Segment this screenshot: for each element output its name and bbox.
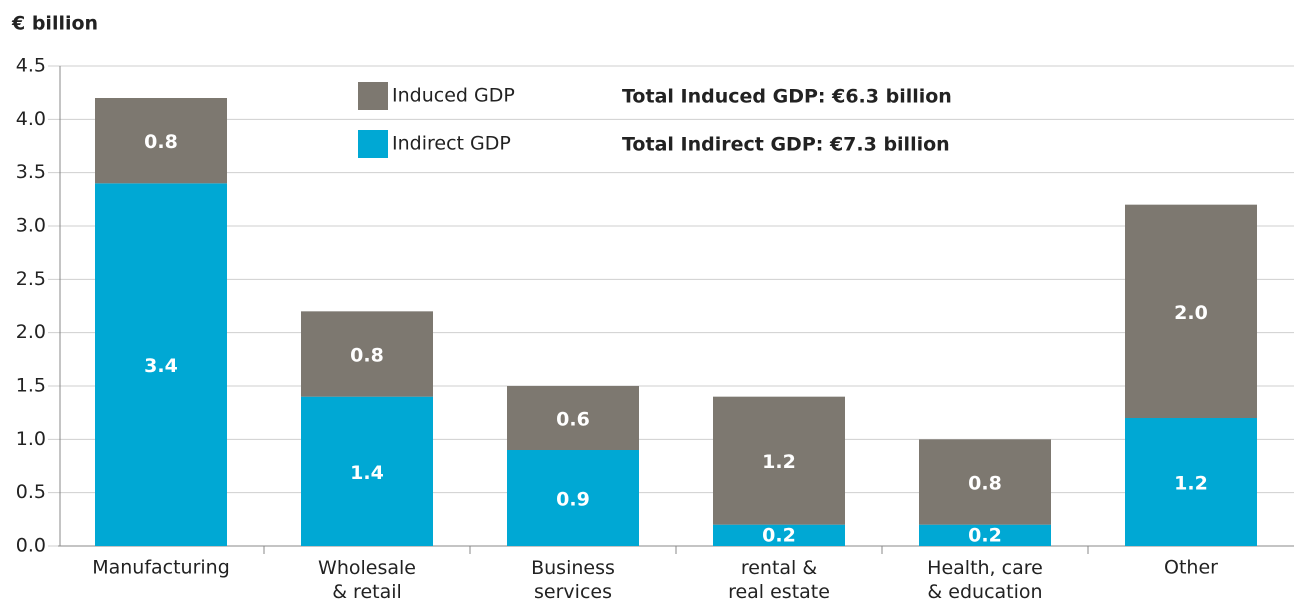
legend-label: Indirect GDP xyxy=(392,133,511,155)
data-label: 1.4 xyxy=(350,462,384,484)
data-label: 2.0 xyxy=(1174,302,1208,324)
y-axis-title: € billion xyxy=(11,13,98,35)
data-label: 3.4 xyxy=(144,355,178,377)
data-label: 0.2 xyxy=(762,525,796,547)
bar-segment xyxy=(919,439,1051,525)
x-tick-label: Manufacturing xyxy=(92,557,230,579)
data-label: 1.2 xyxy=(1174,473,1208,495)
y-tick-label: 2.0 xyxy=(16,321,46,343)
legend-swatch xyxy=(358,82,388,110)
x-tick-label: Business services xyxy=(531,557,615,603)
x-tick-label: rental & real estate xyxy=(728,557,830,603)
bar-segment xyxy=(507,450,639,546)
annotation: Total Indirect GDP: €7.3 billion xyxy=(622,134,950,156)
x-tick-label: Other xyxy=(1164,557,1218,579)
y-tick-label: 3.5 xyxy=(16,161,46,183)
bar-segment xyxy=(507,386,639,450)
x-tick-label: Health, care & education xyxy=(927,557,1043,603)
x-tick-label: Wholesale & retail xyxy=(318,557,416,603)
bar-segment xyxy=(919,524,1051,546)
bar-segment xyxy=(301,396,433,546)
legend-label: Induced GDP xyxy=(392,85,515,107)
y-tick-label: 1.5 xyxy=(16,375,46,397)
y-tick-label: 0.0 xyxy=(16,535,46,557)
data-label: 0.2 xyxy=(968,525,1002,547)
bar-segment xyxy=(1125,204,1257,418)
data-label: 0.8 xyxy=(968,473,1002,495)
data-label: 0.8 xyxy=(350,345,384,367)
bar-segment xyxy=(95,98,227,184)
bar-segment xyxy=(713,524,845,546)
y-tick-label: 3.0 xyxy=(16,215,46,237)
data-label: 0.8 xyxy=(144,131,178,153)
data-label: 0.9 xyxy=(556,489,590,511)
bar-segment xyxy=(1125,418,1257,546)
y-tick-label: 1.0 xyxy=(16,428,46,450)
data-label: 0.6 xyxy=(556,409,590,431)
bar-segment xyxy=(713,396,845,525)
annotation: Total Induced GDP: €6.3 billion xyxy=(622,86,952,108)
y-tick-label: 4.5 xyxy=(16,55,46,77)
bar-segment xyxy=(301,311,433,397)
bar-segment xyxy=(95,183,227,547)
y-tick-label: 2.5 xyxy=(16,268,46,290)
y-tick-label: 0.5 xyxy=(16,481,46,503)
data-label: 1.2 xyxy=(762,451,796,473)
y-tick-label: 4.0 xyxy=(16,108,46,130)
legend-swatch xyxy=(358,130,388,158)
